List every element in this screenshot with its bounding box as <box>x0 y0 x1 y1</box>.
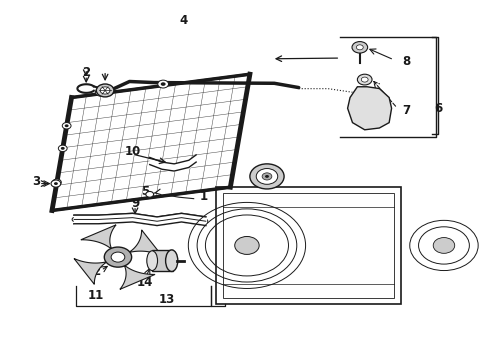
Circle shape <box>161 82 166 86</box>
Text: 6: 6 <box>434 102 442 115</box>
Polygon shape <box>120 265 155 289</box>
Circle shape <box>352 41 368 53</box>
Circle shape <box>65 124 69 127</box>
Text: 1: 1 <box>199 190 208 203</box>
Polygon shape <box>74 258 107 284</box>
Text: 7: 7 <box>402 104 410 117</box>
Circle shape <box>61 147 65 150</box>
Circle shape <box>58 145 67 152</box>
Circle shape <box>265 175 269 178</box>
Circle shape <box>97 84 114 97</box>
Text: 2: 2 <box>82 66 90 79</box>
Text: 5: 5 <box>141 185 149 198</box>
Text: 4: 4 <box>180 14 188 27</box>
Circle shape <box>96 88 106 96</box>
Circle shape <box>250 164 284 189</box>
Circle shape <box>356 45 363 50</box>
Text: 8: 8 <box>402 55 410 68</box>
Circle shape <box>361 77 368 82</box>
Circle shape <box>98 90 103 94</box>
Text: 12: 12 <box>85 265 101 278</box>
Circle shape <box>104 247 132 267</box>
Circle shape <box>433 238 455 253</box>
Text: 9: 9 <box>131 197 139 210</box>
Circle shape <box>256 168 278 184</box>
Text: 11: 11 <box>88 289 104 302</box>
Circle shape <box>146 192 154 197</box>
Circle shape <box>52 179 61 185</box>
Circle shape <box>62 122 71 129</box>
Circle shape <box>51 180 61 187</box>
Circle shape <box>55 181 59 184</box>
Polygon shape <box>347 87 392 130</box>
Circle shape <box>111 252 125 262</box>
Circle shape <box>158 80 169 88</box>
Circle shape <box>357 74 372 85</box>
Ellipse shape <box>166 250 178 271</box>
Circle shape <box>235 237 259 255</box>
Circle shape <box>54 182 58 185</box>
Polygon shape <box>81 225 116 249</box>
Ellipse shape <box>147 251 158 271</box>
Circle shape <box>100 87 110 94</box>
Text: 10: 10 <box>124 145 141 158</box>
Polygon shape <box>128 230 162 256</box>
Text: 13: 13 <box>159 293 175 306</box>
Text: 15: 15 <box>256 174 273 186</box>
Bar <box>152 250 172 271</box>
Text: 14: 14 <box>137 276 153 289</box>
Text: 3: 3 <box>32 175 40 188</box>
Circle shape <box>262 173 272 180</box>
